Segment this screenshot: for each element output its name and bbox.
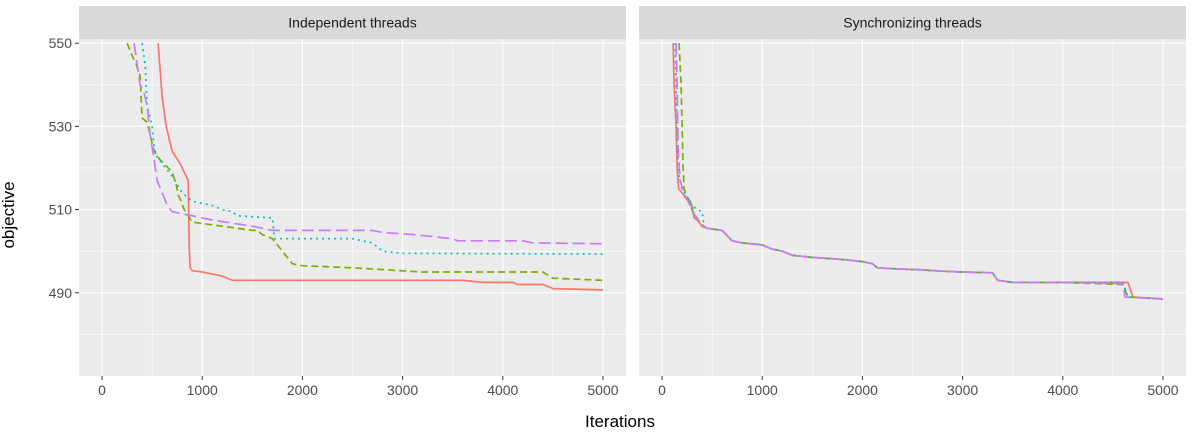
series-line-1 [157, 43, 604, 291]
x-tick-label: 2000 [847, 382, 878, 398]
x-tick-label: 4000 [1047, 382, 1078, 398]
panel-strip [79, 6, 626, 39]
x-tick-label: 3000 [387, 382, 418, 398]
x-tick-label: 1000 [747, 382, 778, 398]
x-tick-label: 3000 [947, 382, 978, 398]
y-tick-label: 510 [49, 202, 73, 218]
y-tick-label: 490 [49, 285, 73, 301]
series-line-4 [133, 43, 604, 245]
x-tick-label: 5000 [587, 382, 618, 398]
x-tick-label: 4000 [487, 382, 518, 398]
y-tick-label: 550 [49, 35, 73, 51]
x-tick-label: 1000 [187, 382, 218, 398]
panel-synchronizing: Synchronizing threads 0 1000 2000 3000 4000 50… [639, 6, 1186, 398]
x-tick-label: 2000 [287, 382, 318, 398]
series-line-2 [126, 42, 604, 282]
panel-strip [639, 6, 1186, 39]
panel-title: Synchronizing threads [843, 15, 982, 31]
panel-independent: Independent threads 0 1000 2000 3000 4000 5000… [49, 6, 626, 398]
x-axis-title: Iterations [585, 412, 655, 431]
panel-title: Independent threads [288, 15, 416, 31]
x-tick-label: 5000 [1147, 382, 1178, 398]
x-tick-label: 0 [98, 382, 106, 398]
y-tick-label: 530 [49, 118, 73, 134]
y-axis-title: objective [0, 181, 18, 248]
series-line-4 [675, 43, 1164, 300]
x-tick-label: 0 [658, 382, 666, 398]
